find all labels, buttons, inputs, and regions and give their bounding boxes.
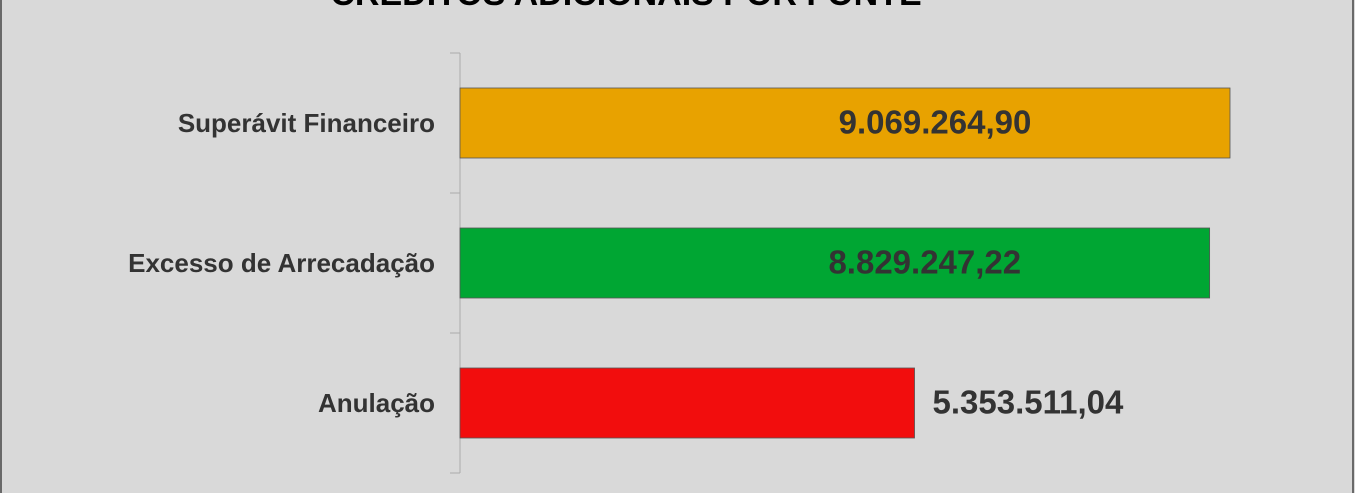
value-label: 5.353.511,04 [933, 384, 1125, 421]
bar [459, 227, 1211, 299]
category-label: Excesso de Arrecadação [128, 248, 435, 278]
value-label: 8.829.247,22 [828, 244, 1021, 281]
bar [459, 367, 915, 439]
value-label: 9.069.264,90 [839, 104, 1032, 141]
chart-title: CRÉDITOS ADICIONAIS POR FONTE [330, 0, 921, 13]
bar [459, 87, 1231, 159]
category-label: Superávit Financeiro [178, 108, 435, 138]
category-label: Anulação [318, 388, 435, 418]
